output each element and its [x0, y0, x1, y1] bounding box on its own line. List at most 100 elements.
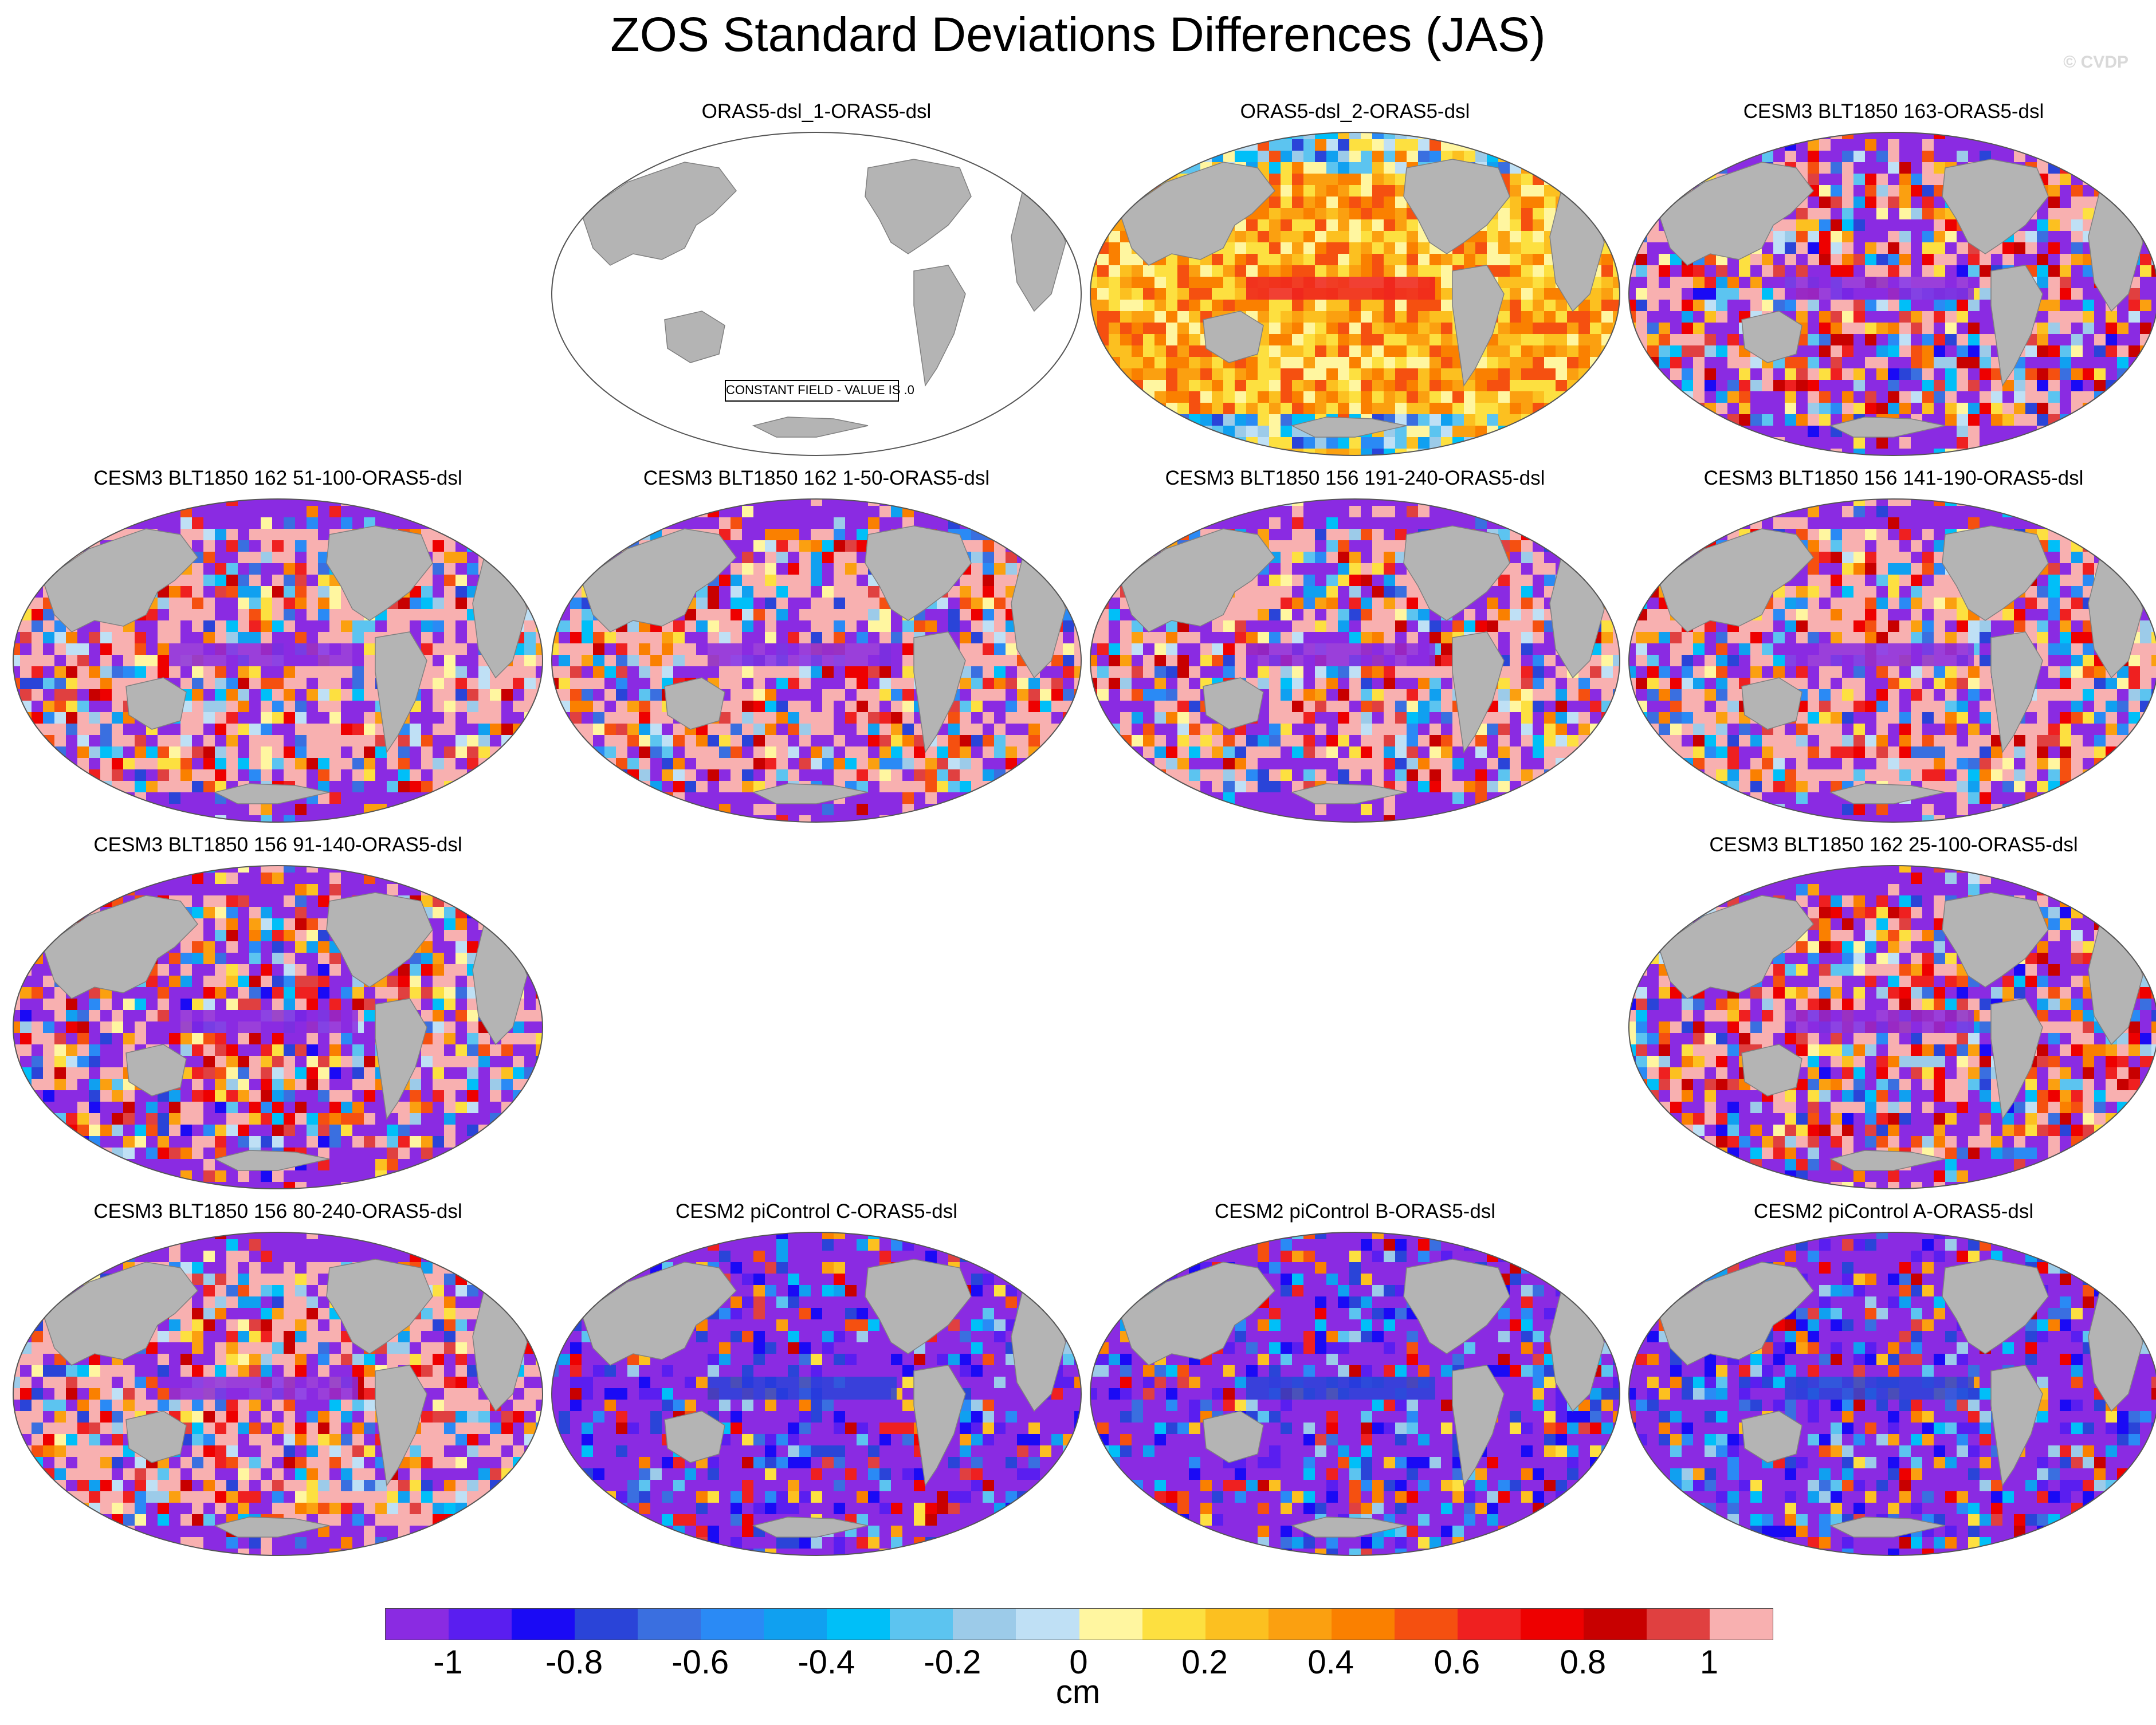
data-cell: [1831, 414, 1843, 426]
data-cell: [1441, 357, 1453, 369]
data-cell: [421, 499, 433, 506]
data-cell: [226, 598, 238, 610]
land-mass: [1290, 416, 1407, 438]
data-cell: [1922, 437, 1934, 449]
data-cell: [1922, 357, 1934, 369]
data-cell: [2117, 174, 2129, 186]
data-cell: [1980, 437, 1992, 449]
data-cell: [1326, 334, 1338, 346]
data-cell: [318, 506, 330, 518]
data-cell: [834, 598, 846, 610]
data-cell: [1132, 300, 1144, 312]
data-cell: [1349, 197, 1361, 209]
data-cell: [501, 552, 513, 564]
data-cell: [2083, 151, 2095, 163]
data-cell: [77, 632, 89, 644]
data-cell: [776, 620, 788, 632]
data-cell: [2025, 437, 2037, 449]
data-cell: [1544, 437, 1556, 449]
data-cell: [100, 506, 112, 518]
data-cell: [295, 517, 307, 529]
data-cell: [1418, 300, 1430, 312]
data-cell: [742, 586, 754, 598]
data-cell: [2083, 368, 2095, 380]
data-cell: [100, 689, 112, 701]
data-cell: [685, 620, 697, 632]
data-cell: [1281, 197, 1293, 209]
data-cell: [1831, 345, 1843, 357]
data-cell: [215, 506, 227, 518]
data-cell: [1899, 380, 1911, 392]
data-cell: [2140, 391, 2152, 403]
data-cell: [1132, 403, 1144, 415]
data-cell: [753, 506, 765, 518]
data-cell: [570, 529, 582, 541]
data-cell: [1395, 323, 1407, 335]
data-cell: [1361, 368, 1373, 380]
data-cell: [123, 499, 135, 506]
data-cell: [1865, 132, 1877, 140]
data-cell: [238, 666, 250, 678]
data-cell: [971, 499, 983, 506]
data-cell: [32, 746, 44, 759]
data-cell: [2037, 368, 2049, 380]
data-cell: [295, 620, 307, 632]
data-cell: [1212, 300, 1224, 312]
land-mass: [1120, 162, 1275, 266]
data-cell: [2060, 132, 2072, 140]
data-cell: [1727, 380, 1739, 392]
data-cell: [1705, 357, 1717, 369]
data-cell: [455, 632, 468, 644]
data-cell: [1636, 277, 1648, 289]
data-cell: [1762, 300, 1774, 312]
data-cell: [1338, 368, 1350, 380]
copyright-text: © CVDP: [2063, 53, 2128, 72]
data-cell: [318, 678, 330, 690]
data-cell: [2060, 162, 2072, 174]
data-cell: [1315, 345, 1327, 357]
data-cell: [1498, 391, 1510, 403]
data-cell: [226, 620, 238, 632]
data-cell: [1876, 197, 1888, 209]
data-cell: [1303, 197, 1315, 209]
data-cell: [421, 769, 433, 781]
data-cell: [1831, 357, 1843, 369]
data-cell: [1521, 132, 1533, 140]
data-cell: [1441, 426, 1453, 438]
data-cell: [1281, 380, 1293, 392]
robinson-map: [551, 498, 1082, 823]
data-cell: [226, 689, 238, 701]
data-cell: [467, 792, 479, 804]
data-cell: [891, 499, 903, 506]
data-cell: [788, 678, 800, 690]
data-cell: [2094, 368, 2106, 380]
data-cell: [1372, 437, 1384, 449]
data-cell: [2083, 380, 2095, 392]
data-cell: [284, 804, 296, 816]
data-cell: [834, 666, 846, 678]
data-cell: [1143, 132, 1155, 140]
data-cell: [1705, 132, 1717, 140]
data-cell: [1739, 368, 1751, 380]
data-cell: [1842, 403, 1854, 415]
data-cell: [2140, 323, 2152, 335]
data-cell: [467, 815, 479, 822]
data-cell: [341, 678, 353, 690]
data-cell: [1487, 254, 1499, 266]
data-cell: [1899, 219, 1911, 231]
data-cell: [1132, 265, 1144, 277]
data-cell: [1132, 437, 1144, 449]
land-mass: [752, 416, 869, 438]
data-cell: [1063, 632, 1075, 644]
data-cell: [1533, 391, 1545, 403]
data-cell: [192, 575, 204, 587]
data-cell: [135, 499, 147, 506]
data-cell: [639, 529, 651, 541]
data-cell: [455, 712, 468, 724]
data-cell: [1097, 311, 1109, 323]
data-cell: [318, 712, 330, 724]
data-cell: [284, 506, 296, 518]
data-cell: [284, 540, 296, 552]
data-cell: [1705, 345, 1717, 357]
data-cell: [387, 620, 399, 632]
